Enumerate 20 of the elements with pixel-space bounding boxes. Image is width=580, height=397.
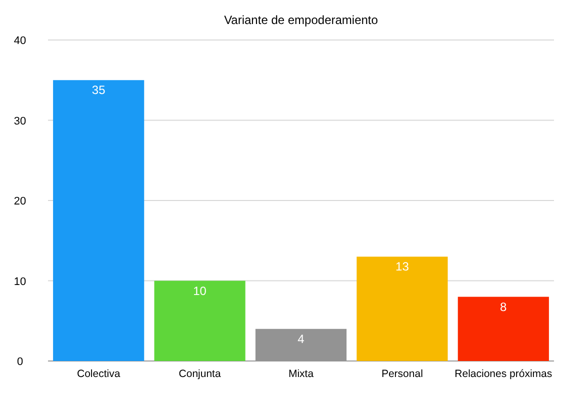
y-tick-label: 0 xyxy=(16,356,24,368)
y-tick-label: 40 xyxy=(14,35,26,47)
x-tick-label: Conjunta xyxy=(178,368,221,380)
x-tick-label: Personal xyxy=(381,368,423,380)
data-label: 8 xyxy=(500,300,508,314)
x-tick-label: Mixta xyxy=(288,368,314,380)
x-tick-label: Relaciones próximas xyxy=(454,368,552,380)
data-label: 13 xyxy=(396,260,410,274)
data-label: 4 xyxy=(298,332,305,346)
chart-title: Variante de empoderamiento xyxy=(224,13,378,27)
x-tick-label: Colectiva xyxy=(77,368,120,380)
data-label: 10 xyxy=(193,284,207,298)
y-tick-label: 30 xyxy=(14,115,26,128)
y-tick-label: 20 xyxy=(14,196,26,208)
bar xyxy=(53,80,144,361)
bar xyxy=(154,280,246,361)
data-label: 35 xyxy=(92,83,106,98)
bar xyxy=(458,296,549,361)
bar xyxy=(356,256,448,361)
y-tick-label: 10 xyxy=(14,276,26,288)
